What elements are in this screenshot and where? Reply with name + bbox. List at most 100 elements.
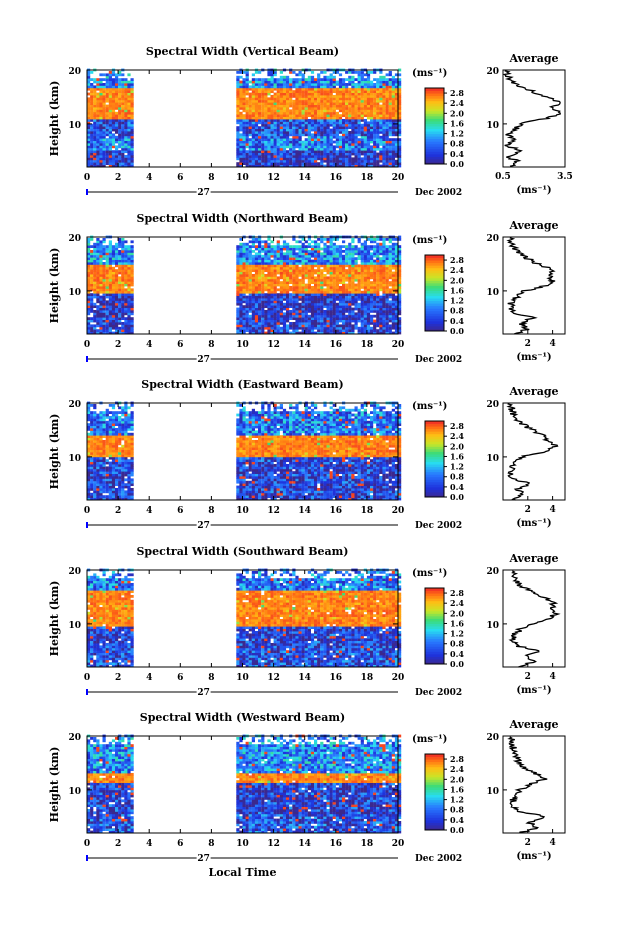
heatmap-cell	[314, 102, 318, 105]
heatmap-cell	[87, 254, 91, 258]
heatmap-cell	[245, 288, 249, 292]
heatmap-cell	[304, 87, 308, 91]
heatmap-cell	[360, 305, 364, 308]
heatmap-cell	[93, 95, 97, 98]
heatmap-cell	[254, 162, 259, 165]
heatmap-cell	[130, 104, 134, 108]
heatmap-cell	[307, 271, 311, 275]
heatmap-cell	[242, 114, 246, 117]
heatmap-cell	[373, 87, 377, 91]
heatmap-cell	[292, 80, 296, 84]
heatmap-cell	[261, 104, 265, 108]
heatmap-cell	[90, 123, 94, 127]
heatmap-cell	[87, 143, 91, 146]
heatmap-cell	[242, 331, 246, 335]
heatmap-cell	[295, 264, 299, 268]
heatmap-cell	[366, 305, 371, 308]
heatmap-cell	[314, 114, 318, 117]
heatmap-cell	[360, 95, 364, 98]
heatmap-cell	[87, 290, 91, 294]
heatmap-cell	[366, 143, 371, 146]
heatmap-cell	[261, 150, 265, 153]
heatmap-cell	[388, 131, 392, 134]
heatmap-cell	[351, 80, 355, 84]
heatmap-cell	[108, 283, 112, 287]
heatmap-cell	[111, 324, 116, 328]
heatmap-cell	[382, 135, 386, 139]
heatmap-cell	[310, 78, 315, 81]
heatmap-cell	[304, 269, 308, 272]
heatmap-cell	[248, 298, 252, 301]
heatmap-cell	[301, 111, 305, 115]
heatmap-cell	[273, 95, 277, 98]
heatmap-cell	[273, 293, 277, 296]
heatmap-cell	[273, 102, 277, 105]
heatmap-cell	[242, 145, 246, 149]
heatmap-cell	[96, 121, 100, 125]
heatmap-cell	[338, 298, 343, 301]
heatmap-cell	[111, 78, 116, 81]
heatmap-cell	[105, 329, 109, 332]
heatmap-cell	[360, 75, 364, 79]
heatmap-cell	[242, 92, 246, 96]
heatmap-cell	[338, 250, 343, 253]
heatmap-cell	[276, 123, 280, 127]
heatmap-cell	[304, 319, 308, 323]
heatmap-cell	[261, 80, 265, 84]
heatmap-cell	[320, 298, 324, 301]
heatmap-cell	[108, 295, 112, 299]
heatmap-cell	[239, 274, 243, 277]
heatmap-cell	[354, 326, 358, 330]
heatmap-cell	[124, 259, 128, 263]
heatmap-cell	[93, 164, 97, 168]
colorbar-segment	[425, 98, 444, 102]
heatmap-cell	[320, 240, 324, 244]
heatmap-cell	[323, 128, 327, 132]
heatmap-cell	[348, 75, 352, 79]
heatmap-cell	[282, 83, 287, 86]
heatmap-cell	[121, 269, 125, 272]
heatmap-cell	[239, 310, 243, 313]
heatmap-cell	[236, 87, 240, 91]
heatmap-cell	[124, 274, 128, 277]
heatmap-cell	[99, 111, 103, 115]
heatmap-cell	[251, 107, 255, 110]
heatmap-cell	[289, 133, 293, 137]
heatmap-cell	[326, 114, 330, 117]
heatmap-cell	[99, 276, 103, 280]
heatmap-cell	[102, 293, 106, 296]
heatmap-cell	[105, 326, 109, 330]
heatmap-cell	[270, 269, 274, 272]
heatmap-cell	[295, 104, 299, 108]
heatmap-cell	[332, 135, 336, 139]
heatmap-cell	[398, 78, 402, 81]
heatmap-cell	[317, 87, 321, 91]
heatmap-cell	[248, 104, 252, 108]
heatmap-cell	[363, 283, 367, 287]
heatmap-cell	[304, 164, 308, 168]
heatmap-cell	[385, 145, 389, 149]
heatmap-cell	[239, 138, 243, 141]
heatmap-cell	[342, 322, 346, 325]
heatmap-cell	[239, 271, 243, 275]
heatmap-cell	[363, 99, 367, 103]
heatmap-cell	[307, 95, 311, 98]
heatmap-cell	[357, 73, 361, 77]
heatmap-cell	[267, 111, 271, 115]
heatmap-cell	[261, 140, 265, 144]
heatmap-cell	[121, 298, 125, 301]
heatmap-cell	[289, 97, 293, 101]
heatmap-cell	[261, 319, 265, 323]
heatmap-cell	[323, 97, 327, 101]
heatmap-cell	[254, 312, 259, 316]
heatmap-cell	[373, 276, 377, 280]
heatmap-cell	[99, 102, 103, 105]
heatmap-cell	[382, 147, 386, 151]
heatmap-cell	[348, 286, 352, 289]
heatmap-cell	[342, 121, 346, 125]
heatmap-cell	[366, 121, 371, 125]
heatmap-cell	[304, 262, 308, 265]
heatmap-cell	[382, 264, 386, 268]
heatmap-cell	[108, 312, 112, 316]
heatmap-cell	[307, 276, 311, 280]
